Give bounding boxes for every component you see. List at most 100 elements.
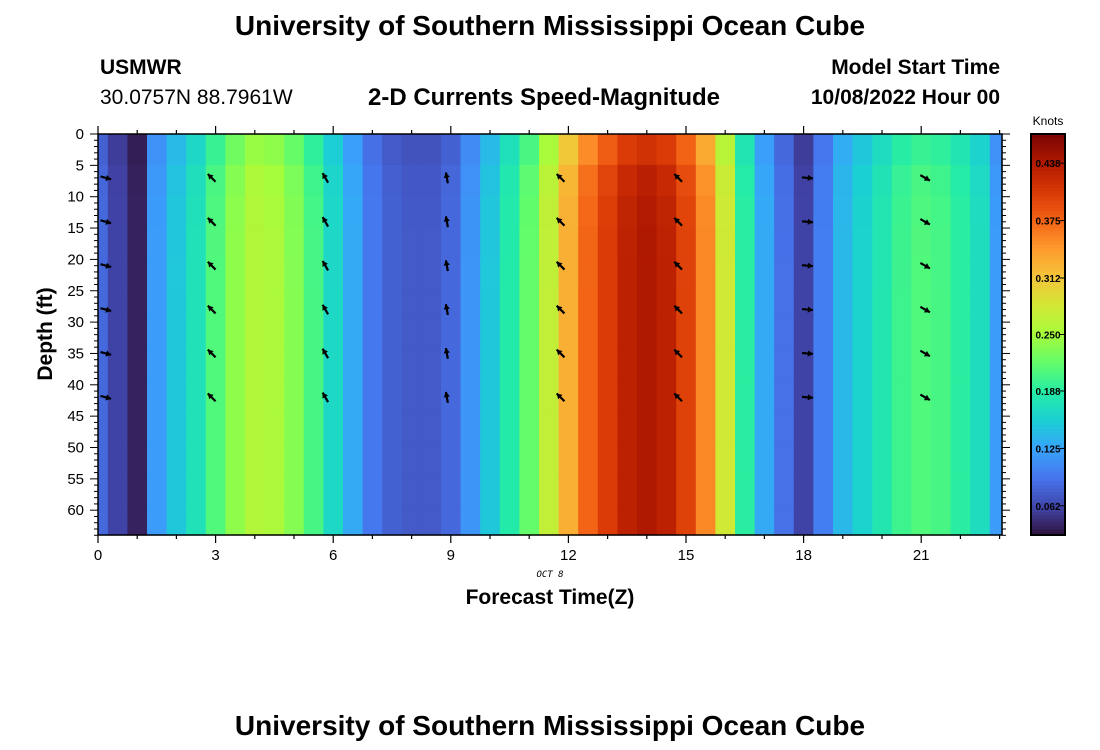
heatmap-cell bbox=[303, 257, 324, 289]
heatmap-cell bbox=[323, 442, 344, 474]
heatmap-cell bbox=[754, 288, 775, 320]
heatmap-cell bbox=[362, 319, 383, 351]
colorbar-segment bbox=[1031, 494, 1065, 499]
colorbar-segment bbox=[1031, 184, 1065, 188]
heatmap-cell bbox=[245, 380, 266, 413]
heatmap-cell bbox=[558, 134, 579, 166]
heatmap-cell bbox=[147, 380, 168, 413]
heatmap-cell bbox=[441, 442, 462, 474]
heatmap-cell bbox=[245, 473, 266, 505]
heatmap-cell bbox=[186, 226, 207, 258]
colorbar-tick-label: 0.312 bbox=[1035, 274, 1060, 285]
heatmap-cell bbox=[519, 473, 540, 505]
heatmap-cell bbox=[107, 380, 128, 413]
colorbar-segment bbox=[1031, 441, 1065, 446]
heatmap-cell bbox=[715, 257, 736, 289]
heatmap-cell bbox=[676, 257, 697, 289]
heatmap-cell bbox=[245, 257, 266, 289]
vector-head bbox=[556, 174, 563, 180]
heatmap-cell bbox=[499, 473, 520, 505]
heatmap-cell bbox=[186, 411, 207, 444]
heatmap-cell bbox=[127, 164, 148, 197]
colorbar-segment bbox=[1031, 518, 1065, 523]
current-vector bbox=[207, 261, 217, 271]
colorbar-segment bbox=[1031, 461, 1065, 466]
heatmap-cell bbox=[460, 380, 481, 413]
colorbar-segment bbox=[1031, 200, 1065, 205]
heatmap-cell bbox=[793, 504, 814, 536]
heatmap-cell bbox=[401, 473, 422, 505]
heatmap-cell bbox=[166, 411, 187, 444]
heatmap-cell bbox=[98, 473, 109, 505]
heatmap-cell bbox=[225, 164, 246, 197]
colorbar-segment bbox=[1031, 381, 1065, 386]
vector-head bbox=[807, 394, 813, 401]
heatmap-cell bbox=[735, 164, 756, 197]
colorbar-segment bbox=[1031, 424, 1065, 429]
heatmap-cell bbox=[754, 442, 775, 474]
heatmap-cell bbox=[931, 504, 952, 536]
heatmap-cell bbox=[225, 504, 246, 536]
heatmap-cell bbox=[597, 164, 618, 197]
heatmap-cell bbox=[989, 349, 1003, 382]
heatmap-cell bbox=[264, 380, 285, 413]
heatmap-cell bbox=[205, 319, 226, 351]
heatmap-cell bbox=[421, 257, 442, 289]
heatmap-cell bbox=[833, 319, 854, 351]
heatmap-cell bbox=[519, 134, 540, 166]
colorbar-segment bbox=[1031, 367, 1065, 372]
heatmap-cell bbox=[735, 257, 756, 289]
heatmap-cell bbox=[245, 288, 266, 320]
heatmap-cell bbox=[127, 257, 148, 289]
heatmap-cell bbox=[401, 380, 422, 413]
date-label: OCT 8 bbox=[536, 570, 563, 580]
heatmap-cell bbox=[989, 442, 1003, 474]
heatmap-cell bbox=[205, 195, 226, 228]
heatmap-cell bbox=[147, 473, 168, 505]
heatmap-cell bbox=[539, 257, 560, 289]
heatmap-cell bbox=[695, 411, 716, 444]
heatmap-cell bbox=[499, 195, 520, 228]
heatmap-cell bbox=[558, 257, 579, 289]
colorbar-segment bbox=[1031, 204, 1065, 209]
vector-head bbox=[322, 304, 328, 311]
heatmap-cell bbox=[205, 134, 226, 166]
heatmap-cell bbox=[147, 164, 168, 197]
heatmap-cell bbox=[401, 195, 422, 228]
colorbar-segment bbox=[1031, 498, 1065, 503]
colorbar-segment bbox=[1031, 464, 1065, 469]
heatmap-cell bbox=[519, 319, 540, 351]
heatmap-cell bbox=[774, 319, 795, 351]
heatmap-cell bbox=[98, 288, 109, 320]
heatmap-cell bbox=[852, 226, 873, 258]
colorbar-segment bbox=[1031, 524, 1065, 529]
colorbar-segment bbox=[1031, 327, 1065, 332]
heatmap-cell bbox=[460, 504, 481, 536]
vector-head bbox=[207, 174, 214, 180]
heatmap-cell bbox=[813, 288, 834, 320]
heatmap-cell bbox=[284, 442, 305, 474]
vector-head bbox=[207, 261, 214, 268]
colorbar-segment bbox=[1031, 491, 1065, 496]
colorbar-segment bbox=[1031, 144, 1065, 148]
heatmap-cell bbox=[558, 380, 579, 413]
heatmap-cell bbox=[421, 380, 442, 413]
heatmap-cell bbox=[441, 164, 462, 197]
heatmap-cell bbox=[284, 257, 305, 289]
colorbar-segment bbox=[1031, 154, 1065, 158]
heatmap-cell bbox=[774, 257, 795, 289]
current-vector bbox=[321, 260, 330, 271]
heatmap-cell bbox=[558, 288, 579, 320]
colorbar-segment bbox=[1031, 250, 1065, 255]
heatmap-cell bbox=[637, 164, 658, 197]
heatmap-cell bbox=[303, 319, 324, 351]
heatmap-cell bbox=[774, 411, 795, 444]
heatmap-cell bbox=[382, 504, 403, 536]
heatmap-cell bbox=[617, 164, 638, 197]
heatmap-cell bbox=[539, 504, 560, 536]
current-vector bbox=[801, 306, 814, 313]
colorbar-segment bbox=[1031, 167, 1065, 172]
current-vector bbox=[555, 304, 566, 315]
colorbar-segment bbox=[1031, 311, 1065, 315]
heatmap-cell bbox=[186, 134, 207, 166]
